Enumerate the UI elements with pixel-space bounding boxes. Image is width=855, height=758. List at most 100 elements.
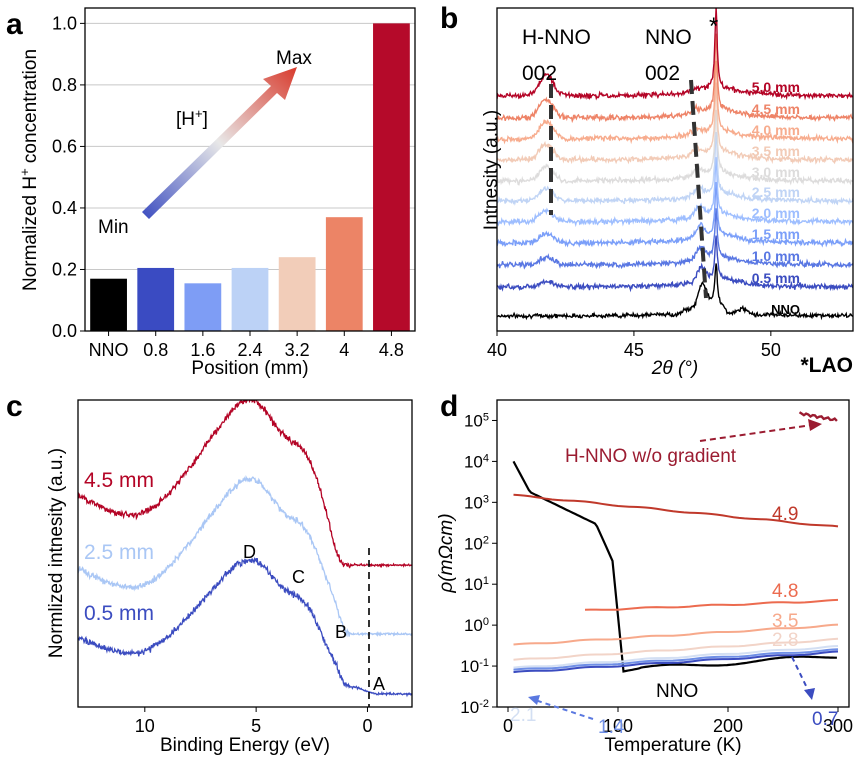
panel-label-c: c xyxy=(6,390,23,423)
x-tick-label: 300 xyxy=(823,716,853,736)
x-tick-label: 40 xyxy=(487,340,507,360)
x-tick-label: 4.8 xyxy=(379,340,404,360)
series-label: 2.5 mm xyxy=(84,541,154,564)
bars xyxy=(90,23,410,332)
arrow-to-1.4 xyxy=(534,699,594,720)
series-label: 1.0 mm xyxy=(752,248,800,264)
y-tick-label: 10-1 xyxy=(460,657,489,676)
x-tick-labels: 10 5 0 xyxy=(135,707,372,736)
panel-a-bar-chart: 0.0 0.2 0.4 0.6 0.8 1.0 NNO 0.8 1.6 2.4 3.2 4 4.8 P… xyxy=(17,7,416,379)
y-tick-label: 0.0 xyxy=(52,321,77,341)
series-label: 0.5 mm xyxy=(752,270,800,286)
resistivity-gradient-free xyxy=(798,411,838,422)
xrd-curve-4.5mm xyxy=(497,33,853,124)
xrd-curve-4.0mm xyxy=(497,60,853,145)
resistivity-1.4 xyxy=(513,648,839,671)
spectrum-4.5mm xyxy=(78,400,412,569)
nno-reflection: 002 xyxy=(645,62,680,85)
series-label-4.8: 4.8 xyxy=(772,581,798,602)
panel-b-xrd: NNO 0.5 mm 1.0 mm 1.5 mm 2.0 mm 2.5 mm 3.0 mm 3… xyxy=(481,7,854,379)
resistivity-curves xyxy=(512,411,839,674)
y-tick-label: 0.2 xyxy=(52,259,77,279)
gradient-free-arrow xyxy=(699,424,813,442)
x-tick-label: 45 xyxy=(624,340,644,360)
x-tick-label: 10 xyxy=(135,716,155,736)
series-label: 5.0 mm xyxy=(752,79,800,95)
substrate-note: *LAO xyxy=(801,354,854,377)
resistivity-2.8 xyxy=(513,637,839,661)
x-tick-label: NNO xyxy=(89,340,129,360)
panel-d-resistivity: 10-2 10-1 100 101 102 103 104 105 0 100 200 300 NN… xyxy=(436,399,853,756)
y-tick-label: 1.0 xyxy=(52,13,77,33)
xrd-curve-2.5mm xyxy=(497,132,853,206)
gradient-free-label: H-NNO w/o gradient xyxy=(565,446,737,467)
series-labels: NNO 0.5 mm 1.0 mm 1.5 mm 2.0 mm 2.5 mm 3.0 mm 3… xyxy=(752,79,800,317)
spectrum-2.5mm xyxy=(78,474,412,638)
series-label-NNO: NNO xyxy=(656,681,698,702)
arrow-min-label: Min xyxy=(98,217,129,238)
series-label: 3.5 mm xyxy=(752,143,800,159)
xrd-curve-3.5mm xyxy=(497,82,853,165)
gradient-arrow xyxy=(142,67,297,219)
bar-4 xyxy=(325,217,363,331)
x-tick-label: 50 xyxy=(761,340,781,360)
y-tick-label: 10-2 xyxy=(460,698,489,717)
arrow-max-label: Max xyxy=(276,48,312,69)
xrd-curve-1.0mm xyxy=(497,208,853,270)
y-tick-label: 100 xyxy=(464,616,489,635)
x-axis-label: Binding Energy (eV) xyxy=(160,735,330,756)
x-tick-label: 1.6 xyxy=(190,340,215,360)
y-tick-labels: 0.0 0.2 0.4 0.6 0.8 1.0 xyxy=(52,13,85,341)
series-label: NNO xyxy=(771,302,800,317)
series-label: 4.5 mm xyxy=(84,469,154,492)
x-axis-label: Position (mm) xyxy=(191,358,308,379)
feature-label-B: B xyxy=(335,622,347,642)
x-axis-label: 2θ (°) xyxy=(651,358,698,379)
xrd-curve-1.5mm xyxy=(497,181,853,248)
resistivity-0.7 xyxy=(513,650,839,674)
plot-frame xyxy=(496,7,854,332)
series-label: 1.5 mm xyxy=(752,226,800,242)
series-label: 4.5 mm xyxy=(752,101,800,117)
resistivity-4.8 xyxy=(584,598,839,611)
feature-labels: A B C D xyxy=(243,542,385,694)
xrd-curve-2.0mm xyxy=(497,157,853,228)
series-label-2.8: 2.8 xyxy=(772,630,798,651)
arrowhead-1.4 xyxy=(528,695,540,705)
resistivity-NNO xyxy=(512,460,837,673)
y-axis-label: ρ(mΩcm) xyxy=(436,513,457,593)
plot-frame xyxy=(496,399,850,708)
arrow-h-label: [H+] xyxy=(176,106,208,131)
y-axis-label: Normalized H+ concentration xyxy=(17,49,42,291)
bar-0.8 xyxy=(137,267,175,331)
plot-frame xyxy=(77,399,413,708)
lao-star: * xyxy=(709,13,718,40)
hnno-reflection: 002 xyxy=(522,62,557,85)
x-tick-label: 0 xyxy=(362,716,372,736)
y-axis-label: Intnesity (a.u.) xyxy=(481,110,502,230)
panel-label-a: a xyxy=(6,8,23,41)
x-tick-label: 3.2 xyxy=(285,340,310,360)
resistivity-2.1 xyxy=(513,645,839,669)
series-label: 4.0 mm xyxy=(752,122,800,138)
y-tick-label: 105 xyxy=(464,411,489,430)
bar-4.8 xyxy=(373,23,410,332)
hnno-annotation: H-NNO xyxy=(522,26,591,49)
resistivity-4.9 xyxy=(513,493,839,528)
x-tick-label: 0 xyxy=(503,716,513,736)
x-tick-label: 4 xyxy=(339,340,349,360)
bar-2.4 xyxy=(231,267,269,331)
x-tick-label: 2.4 xyxy=(237,340,262,360)
arrow-to-0.7 xyxy=(791,656,810,693)
xrd-curve-NNO xyxy=(497,263,853,321)
xrd-curve-5.0mm xyxy=(497,8,853,101)
y-tick-label: 102 xyxy=(464,534,489,553)
gradient-free-arrowhead xyxy=(808,419,822,431)
x-tick-label: 5 xyxy=(251,716,261,736)
y-tick-label: 0.8 xyxy=(52,75,77,95)
x-tick-label: 0.8 xyxy=(143,340,168,360)
x-tick-labels: NNO 0.8 1.6 2.4 3.2 4 4.8 xyxy=(89,331,404,360)
feature-label-C: C xyxy=(292,567,305,587)
bar-1.6 xyxy=(184,283,222,331)
